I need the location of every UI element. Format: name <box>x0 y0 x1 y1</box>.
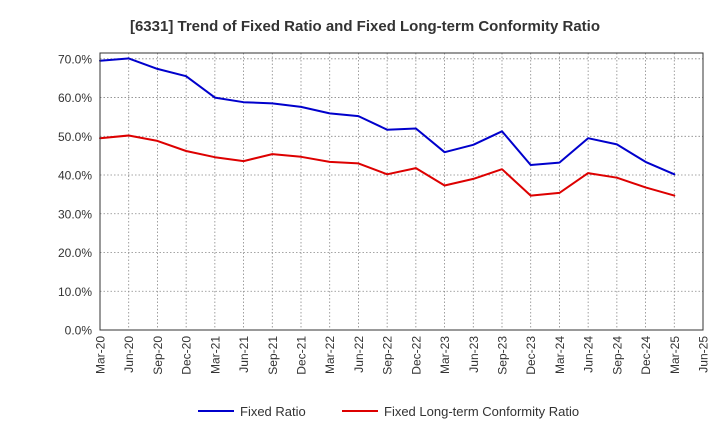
y-tick-label: 40.0% <box>58 169 92 183</box>
grid-lines <box>100 53 703 330</box>
x-tick-label: Mar-20 <box>94 336 108 374</box>
y-tick-label: 30.0% <box>58 207 92 221</box>
y-tick-label: 50.0% <box>58 130 92 144</box>
plot-frame <box>99 52 704 331</box>
x-tick-label: Sep-23 <box>496 336 510 375</box>
chart-title: [6331] Trend of Fixed Ratio and Fixed Lo… <box>130 18 600 35</box>
x-tick-label: Jun-21 <box>237 336 251 373</box>
x-tick-label: Jun-20 <box>122 336 136 373</box>
y-tick-label: 10.0% <box>58 285 92 299</box>
x-axis: Mar-20 Jun-20 Sep-20 Dec-20 Mar-21 Jun-21 Sep-… <box>94 336 711 375</box>
x-tick-label: Mar-23 <box>438 336 452 374</box>
y-axis: 0.0% 10.0% 20.0% 30.0% 40.0% 50.0% 60.0% 70.0% <box>58 52 92 337</box>
series-line-2 <box>99 134 676 197</box>
legend: Fixed Ratio Fixed Long-term Conformity Ra… <box>198 404 579 419</box>
x-tick-label: Dec-20 <box>180 336 194 375</box>
legend-label-2: Fixed Long-term Conformity Ratio <box>384 404 579 419</box>
x-tick-label: Sep-22 <box>381 336 395 375</box>
x-tick-label: Sep-21 <box>266 336 280 375</box>
x-tick-label: Sep-20 <box>151 336 165 375</box>
x-tick-label: Sep-24 <box>610 336 624 375</box>
x-tick-label: Mar-25 <box>668 336 682 374</box>
x-tick-label: Jun-23 <box>467 336 481 373</box>
x-tick-label: Dec-21 <box>295 336 309 375</box>
x-tick-label: Jun-22 <box>352 336 366 373</box>
x-tick-label: Dec-22 <box>409 336 423 375</box>
x-tick-label: Mar-22 <box>323 336 337 374</box>
x-tick-label: Mar-24 <box>553 336 567 374</box>
legend-label-1: Fixed Ratio <box>240 404 306 419</box>
y-tick-label: 20.0% <box>58 246 92 260</box>
series-line-1 <box>99 57 676 176</box>
x-tick-label: Jun-25 <box>697 336 711 373</box>
x-tick-label: Dec-23 <box>524 336 538 375</box>
x-tick-label: Jun-24 <box>582 336 596 373</box>
y-tick-label: 70.0% <box>58 52 92 66</box>
series-layer <box>99 57 676 197</box>
x-tick-label: Dec-24 <box>639 336 653 375</box>
y-tick-label: 60.0% <box>58 91 92 105</box>
y-tick-label: 0.0% <box>65 324 93 338</box>
x-tick-label: Mar-21 <box>208 336 222 374</box>
